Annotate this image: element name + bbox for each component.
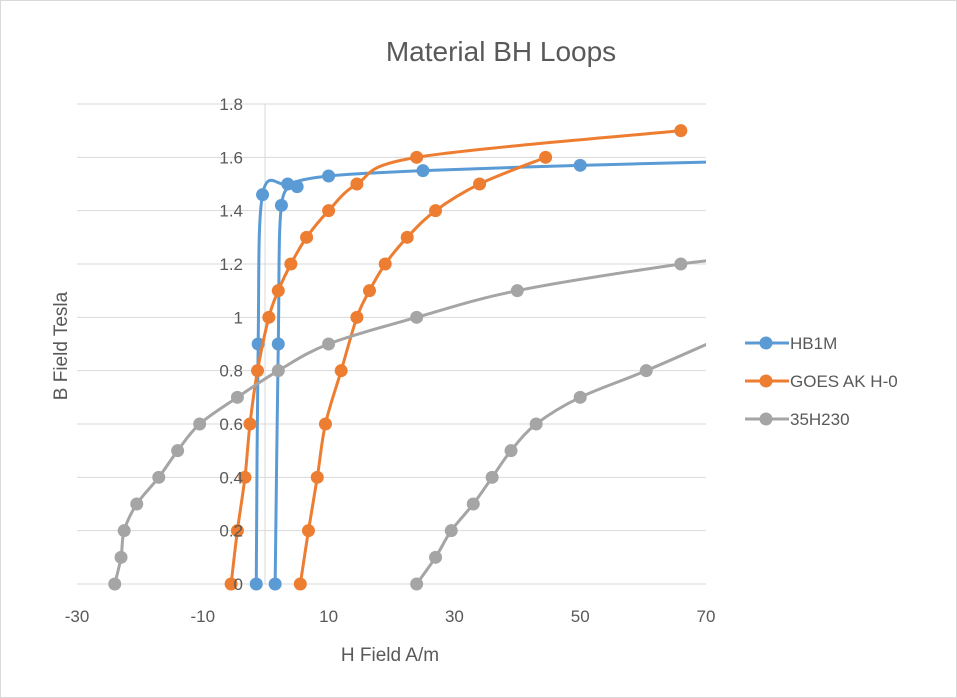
data-point: [251, 364, 265, 378]
x-tick-label: 10: [319, 607, 338, 626]
y-tick-label: 1.4: [219, 202, 243, 221]
data-point: [473, 177, 487, 191]
data-point: [238, 470, 252, 484]
data-point: [322, 337, 336, 351]
legend-marker: [759, 374, 773, 388]
series-35h230: [108, 257, 706, 591]
data-point: [193, 417, 207, 431]
data-point: [290, 180, 304, 194]
data-point: [301, 524, 315, 538]
tick-labels: 0 0.2 0.4 0.6 0.8 1 1.2 1.4 1.6 1.8 -30 -10 10 30 50 70: [65, 95, 716, 626]
data-point: [274, 198, 288, 212]
data-point: [271, 337, 285, 351]
legend-label: GOES AK H-0: [790, 372, 898, 391]
y-tick-label: 0.8: [219, 362, 243, 381]
data-point: [249, 577, 263, 591]
data-point: [674, 257, 688, 271]
data-point: [573, 390, 587, 404]
data-point: [224, 577, 238, 591]
series-line-descending: [273, 185, 299, 585]
y-axis-title: B Field Tesla: [51, 291, 72, 400]
data-point: [485, 470, 499, 484]
data-point: [322, 204, 336, 218]
grid-lines: [77, 103, 706, 532]
data-point: [318, 417, 332, 431]
data-point: [510, 284, 524, 298]
legend-marker: [759, 412, 773, 426]
data-point: [114, 550, 128, 564]
y-tick-label: 0.6: [219, 415, 243, 434]
data-point: [130, 497, 144, 511]
series-goes-ak-h-0: [224, 124, 688, 591]
data-point: [230, 524, 244, 538]
data-point: [334, 364, 348, 378]
series-layer: [108, 124, 706, 591]
data-point: [284, 257, 298, 271]
data-point: [243, 417, 257, 431]
legend-label: 35H230: [790, 410, 850, 429]
chart-title: Material BH Loops: [386, 36, 616, 67]
data-point: [108, 577, 122, 591]
legend-label: HB1M: [790, 334, 837, 353]
data-point: [466, 497, 480, 511]
x-tick-label: -10: [191, 607, 216, 626]
data-point: [573, 158, 587, 172]
data-point: [504, 444, 518, 458]
data-point: [262, 310, 276, 324]
x-tick-label: 50: [571, 607, 590, 626]
data-point: [416, 164, 430, 178]
data-point: [378, 257, 392, 271]
y-tick-label: 0.2: [219, 522, 243, 541]
series-line-ascending: [254, 160, 706, 585]
data-point: [310, 470, 324, 484]
data-point: [271, 284, 285, 298]
data-point: [410, 577, 424, 591]
data-point: [429, 550, 443, 564]
data-point: [539, 150, 553, 164]
data-point: [674, 124, 688, 138]
series-hb1m: [249, 158, 706, 591]
y-tick-label: 1.6: [219, 148, 243, 167]
data-point: [300, 230, 314, 244]
data-point: [410, 150, 424, 164]
data-point: [444, 524, 458, 538]
axes: [77, 104, 706, 585]
y-tick-label: 1: [234, 308, 243, 327]
x-tick-label: 30: [445, 607, 464, 626]
legend: HB1M GOES AK H-0 35H230: [745, 334, 898, 429]
data-point: [350, 310, 364, 324]
data-point: [429, 204, 443, 218]
y-tick-label: 1.2: [219, 255, 243, 274]
x-tick-label: -30: [65, 607, 90, 626]
data-point: [152, 470, 166, 484]
data-point: [639, 364, 653, 378]
data-point: [410, 310, 424, 324]
x-axis-title: H Field A/m: [341, 645, 439, 666]
data-point: [322, 169, 336, 183]
y-tick-label: 0: [234, 575, 243, 594]
y-tick-label: 0.4: [219, 468, 243, 487]
series-line-descending: [415, 342, 706, 585]
series-line-ascending: [113, 259, 706, 585]
x-tick-label: 70: [697, 607, 716, 626]
data-point: [293, 577, 307, 591]
data-point: [117, 524, 131, 538]
data-point: [268, 577, 282, 591]
data-point: [271, 364, 285, 378]
data-point: [171, 444, 185, 458]
y-tick-label: 1.8: [219, 95, 243, 114]
legend-marker: [759, 336, 773, 350]
data-point: [529, 417, 543, 431]
data-point: [350, 177, 364, 191]
data-point: [230, 390, 244, 404]
data-point: [400, 230, 414, 244]
data-point: [256, 188, 270, 202]
data-point: [362, 284, 376, 298]
